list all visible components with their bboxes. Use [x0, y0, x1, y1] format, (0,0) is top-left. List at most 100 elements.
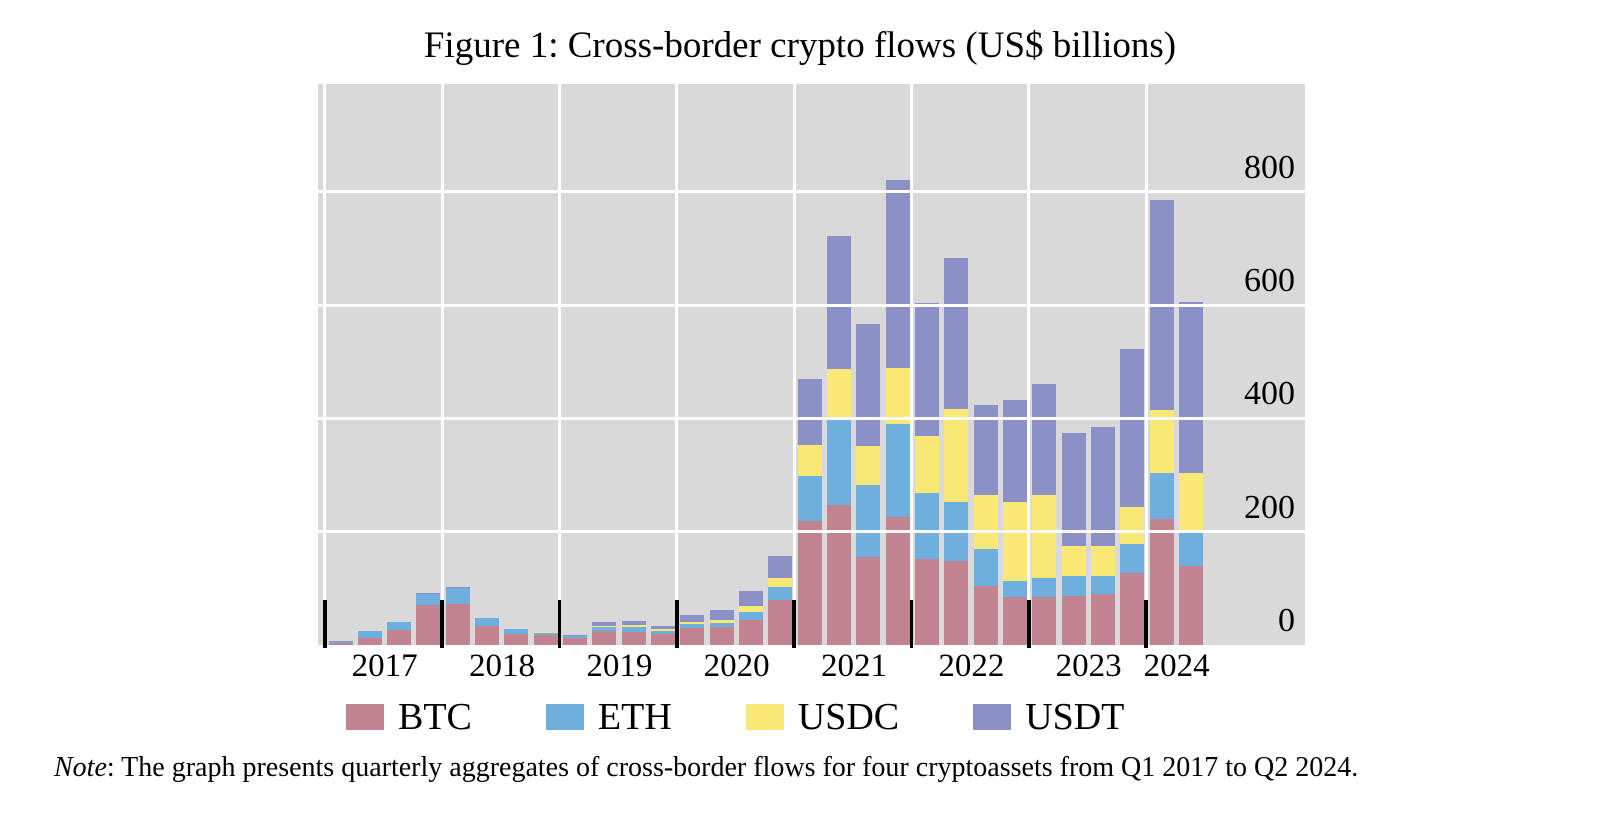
- bar-segment-usdc: [592, 626, 617, 627]
- bar-segment-usdt: [445, 586, 470, 588]
- bar-segment-eth: [1003, 580, 1028, 598]
- stacked-bar-Q1-2023: [1032, 384, 1057, 645]
- bar-segment-btc: [328, 642, 353, 645]
- bar-segment-usdt: [504, 628, 529, 630]
- year-label-2018: 2018: [468, 648, 535, 684]
- y-tick-label-0: 0: [1278, 602, 1295, 639]
- stacked-bar-Q1-2020: [680, 614, 705, 645]
- bar-segment-eth: [387, 622, 412, 631]
- bar-segment-btc: [651, 634, 676, 645]
- bar-segment-usdc: [739, 605, 764, 613]
- legend-label-usdt: USDT: [1025, 696, 1125, 738]
- stacked-bar-Q1-2018: [445, 586, 470, 645]
- v-gridline-year-2023: [1027, 84, 1031, 645]
- bar-segment-btc: [768, 599, 793, 645]
- bar-segment-btc: [357, 638, 382, 645]
- year-label-2021: 2021: [820, 648, 887, 684]
- bar-segment-usdt: [1061, 432, 1086, 546]
- bar-segment-usdc: [768, 577, 793, 588]
- bar-segment-btc: [680, 628, 705, 645]
- bar-segment-usdt: [651, 626, 676, 630]
- h-gridline-200: [318, 530, 1305, 534]
- plot-area: 0 200 400 600 800: [318, 84, 1305, 648]
- stacked-bar-Q3-2019: [621, 620, 646, 645]
- h-gridline-400: [318, 416, 1305, 420]
- bar-segment-eth: [328, 641, 353, 643]
- chart-legend: BTC ETH USDC USDT: [346, 698, 1124, 736]
- bar-segment-usdt: [1091, 427, 1116, 546]
- stacked-bar-Q2-2024: [1179, 302, 1204, 645]
- stacked-bar-Q2-2021: [827, 235, 852, 645]
- bar-segment-btc: [1179, 565, 1204, 645]
- note-label: Note: [54, 752, 107, 783]
- bar-segment-btc: [563, 637, 588, 645]
- bar-segment-usdt: [475, 617, 500, 619]
- bar-segment-btc: [504, 634, 529, 645]
- legend-item-usdc: USDC: [745, 698, 899, 736]
- y-tick-label-600: 600: [1244, 262, 1295, 299]
- v-gridline-year-2020: [675, 84, 679, 645]
- bar-segment-eth: [827, 420, 852, 506]
- bar-segment-usdc: [1149, 410, 1174, 473]
- legend-item-eth: ETH: [545, 698, 672, 736]
- bar-segment-eth: [621, 627, 646, 632]
- x-axis-tick-2023: [1027, 600, 1031, 648]
- bar-segment-eth: [797, 476, 822, 522]
- figure-note: Note: The graph presents quarterly aggre…: [54, 750, 1554, 786]
- bar-segment-usdc: [621, 625, 646, 628]
- h-gridline-800: [318, 190, 1305, 194]
- x-axis-tick-2022: [909, 600, 914, 648]
- stacked-bar-Q4-2021: [885, 179, 910, 645]
- bar-segment-eth: [915, 493, 940, 559]
- bar-segment-eth: [1149, 472, 1174, 519]
- bar-segment-eth: [1179, 532, 1204, 566]
- stacked-bar-Q1-2024: [1149, 199, 1174, 645]
- x-axis-tick-2021: [792, 600, 796, 648]
- bar-segment-usdt: [357, 630, 382, 632]
- figure-title: Figure 1: Cross-border crypto flows (US$…: [423, 25, 1177, 66]
- bar-segment-eth: [563, 635, 588, 638]
- x-axis-year-labels: 2017 2018 2019 2020 2021 2022 2023 2024: [318, 647, 1305, 691]
- bar-segment-eth: [504, 629, 529, 635]
- year-label-2019: 2019: [586, 648, 653, 684]
- x-axis-tick-2017: [323, 600, 327, 648]
- bar-segment-btc: [1149, 518, 1174, 645]
- bar-segment-eth: [1061, 576, 1086, 596]
- bar-segment-usdc: [709, 619, 734, 624]
- bar-segment-usdc: [827, 369, 852, 421]
- bar-segment-usdt: [739, 590, 764, 606]
- bar-segment-usdt: [533, 631, 558, 633]
- year-label-2024: 2024: [1143, 648, 1210, 684]
- v-gridline-year-2022: [910, 84, 913, 645]
- stacked-bar-Q4-2018: [533, 631, 558, 645]
- bar-segment-eth: [592, 626, 617, 632]
- bar-segment-usdt: [915, 302, 940, 436]
- bar-segment-eth: [533, 632, 558, 636]
- stacked-bar-Q2-2017: [357, 630, 382, 645]
- bar-segment-eth: [475, 618, 500, 626]
- bar-segment-usdc: [1091, 545, 1116, 576]
- note-text: : The graph presents quarterly aggregate…: [106, 752, 1359, 783]
- bar-segment-usdc: [973, 494, 998, 549]
- year-label-2017: 2017: [351, 648, 418, 684]
- stacked-bar-Q1-2019: [563, 634, 588, 645]
- bar-segment-btc: [944, 560, 969, 645]
- bar-segment-usdc: [915, 435, 940, 494]
- stacked-bar-Q4-2017: [416, 593, 441, 645]
- stacked-bar-Q1-2021: [797, 378, 822, 645]
- bar-segment-usdt: [885, 179, 910, 369]
- bar-segment-usdc: [1032, 495, 1057, 579]
- stacked-bar-Q2-2018: [475, 617, 500, 645]
- bar-segment-eth: [445, 587, 470, 604]
- legend-item-btc: BTC: [346, 698, 472, 736]
- y-tick-label-800: 800: [1244, 148, 1295, 186]
- legend-label-btc: BTC: [398, 696, 472, 738]
- x-axis-tick-2018: [440, 600, 444, 648]
- stacked-bar-Q4-2023: [1120, 348, 1145, 645]
- bar-segment-btc: [709, 626, 734, 645]
- bar-segment-usdt: [387, 621, 412, 623]
- bar-segment-eth: [885, 424, 910, 517]
- bar-segment-btc: [387, 630, 412, 645]
- bar-segment-eth: [856, 484, 881, 558]
- year-label-2020: 2020: [703, 648, 770, 684]
